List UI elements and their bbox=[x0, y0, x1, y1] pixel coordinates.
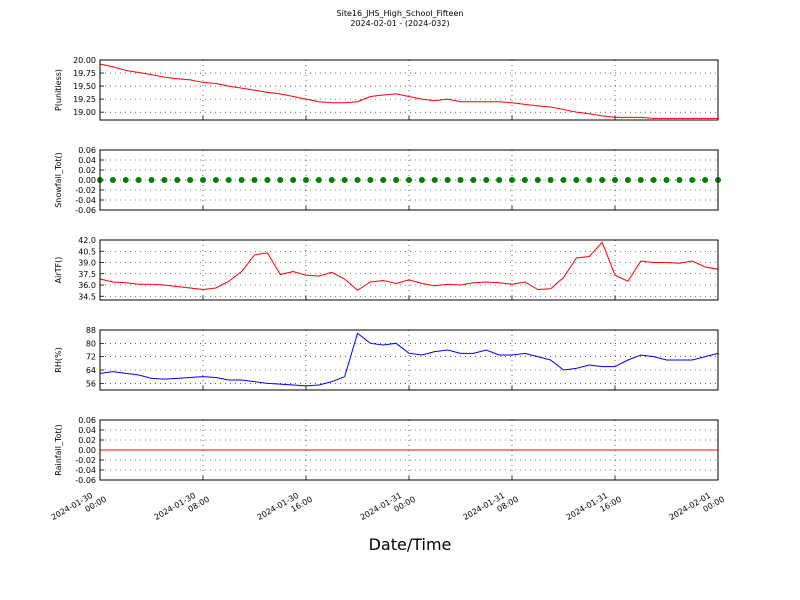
marker bbox=[509, 177, 515, 183]
y-tick-label: 80 bbox=[86, 339, 96, 348]
marker bbox=[573, 177, 580, 183]
y-tick-label: 88 bbox=[86, 326, 96, 335]
y-tick-label: 39.0 bbox=[78, 259, 96, 268]
marker bbox=[354, 177, 361, 183]
y-tick-label: -0.04 bbox=[75, 196, 96, 205]
marker bbox=[457, 177, 464, 183]
y-tick-label: 19.50 bbox=[73, 82, 96, 91]
y-tick-label: 0.00 bbox=[78, 446, 96, 455]
marker bbox=[418, 177, 425, 183]
y-axis-label: Snowfall_Tot() bbox=[54, 152, 63, 208]
plot-frame bbox=[99, 59, 719, 121]
marker bbox=[135, 177, 142, 183]
marker bbox=[109, 177, 116, 183]
marker bbox=[534, 177, 541, 183]
marker bbox=[521, 177, 528, 183]
y-tick-label: -0.02 bbox=[75, 186, 96, 195]
marker bbox=[637, 177, 644, 183]
y-tick-label: -0.06 bbox=[75, 476, 96, 485]
marker bbox=[444, 177, 451, 183]
chart-subtitle: 2024-02-01 - (2024-032) bbox=[350, 19, 449, 28]
marker bbox=[560, 177, 567, 183]
y-tick-label: 34.5 bbox=[78, 292, 96, 301]
marker bbox=[122, 177, 129, 183]
marker bbox=[496, 177, 503, 183]
marker bbox=[303, 177, 309, 183]
y-tick-label: 36.0 bbox=[78, 281, 96, 290]
marker bbox=[212, 177, 219, 183]
marker bbox=[174, 177, 181, 183]
marker bbox=[676, 177, 683, 183]
marker bbox=[290, 177, 297, 183]
marker bbox=[650, 177, 657, 183]
y-tick-label: 0.06 bbox=[78, 146, 96, 155]
marker bbox=[328, 177, 335, 183]
marker bbox=[689, 177, 696, 183]
marker bbox=[187, 177, 194, 183]
y-tick-label: -0.02 bbox=[75, 456, 96, 465]
marker bbox=[277, 177, 284, 183]
y-tick-label: 0.02 bbox=[78, 166, 96, 175]
marker bbox=[702, 177, 709, 183]
marker bbox=[200, 177, 206, 183]
marker bbox=[663, 177, 670, 183]
y-tick-label: 37.5 bbox=[78, 270, 96, 279]
marker bbox=[586, 177, 593, 183]
marker bbox=[315, 177, 322, 183]
marker bbox=[483, 177, 490, 183]
marker bbox=[161, 177, 168, 183]
marker bbox=[547, 177, 554, 183]
marker bbox=[470, 177, 477, 183]
marker bbox=[341, 177, 348, 183]
marker bbox=[406, 177, 412, 183]
y-tick-label: 56 bbox=[86, 379, 96, 388]
marker bbox=[251, 177, 258, 183]
plot-frame bbox=[99, 419, 719, 481]
y-tick-label: 64 bbox=[86, 366, 96, 375]
marker bbox=[367, 177, 374, 183]
x-axis-label: Date/Time bbox=[369, 535, 452, 554]
y-tick-label: 0.06 bbox=[78, 416, 96, 425]
chart-title: Site16_JHS_High_School_Fifteen bbox=[337, 9, 464, 18]
y-tick-label: 0.02 bbox=[78, 436, 96, 445]
line bbox=[99, 63, 718, 119]
y-tick-label: 0.04 bbox=[78, 156, 96, 165]
marker bbox=[225, 177, 232, 183]
marker bbox=[238, 177, 245, 183]
marker bbox=[380, 177, 387, 183]
y-tick-label: 19.00 bbox=[73, 108, 96, 117]
line bbox=[99, 241, 719, 291]
y-tick-label: -0.06 bbox=[75, 206, 96, 215]
y-axis-label: RH(%) bbox=[54, 347, 63, 372]
y-tick-label: 0.04 bbox=[78, 426, 96, 435]
y-axis-label: AirTF() bbox=[54, 257, 63, 284]
marker bbox=[624, 177, 631, 183]
y-tick-label: 19.75 bbox=[73, 69, 96, 78]
marker bbox=[599, 177, 606, 183]
y-tick-label: 19.25 bbox=[73, 95, 96, 104]
marker bbox=[612, 177, 618, 183]
marker bbox=[393, 177, 400, 183]
y-tick-label: 42.0 bbox=[78, 236, 96, 245]
y-axis-label: P(unitless) bbox=[54, 69, 63, 111]
y-tick-label: -0.04 bbox=[75, 466, 96, 475]
y-tick-label: 20.00 bbox=[73, 56, 96, 65]
line bbox=[99, 332, 719, 387]
marker bbox=[148, 177, 155, 183]
y-tick-label: 0.00 bbox=[78, 176, 96, 185]
marker bbox=[431, 177, 438, 183]
y-axis-label: Rainfall_Tot() bbox=[54, 424, 63, 476]
marker bbox=[264, 177, 271, 183]
plot-frame bbox=[99, 149, 719, 211]
plot-frame bbox=[99, 329, 719, 391]
y-tick-label: 40.5 bbox=[78, 247, 96, 256]
y-tick-label: 72 bbox=[86, 353, 96, 362]
plot-frame bbox=[99, 239, 719, 301]
